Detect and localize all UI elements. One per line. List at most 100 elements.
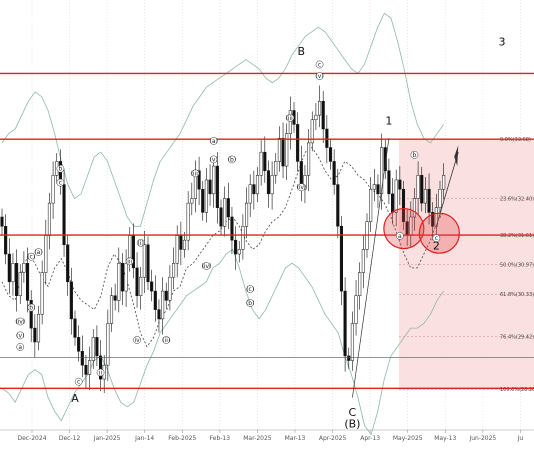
candle-body bbox=[369, 188, 373, 222]
candle-body bbox=[387, 170, 391, 195]
candle-body bbox=[47, 202, 52, 236]
wave-label-circle bbox=[16, 317, 25, 326]
candle-body bbox=[117, 263, 121, 301]
candle-body bbox=[285, 133, 289, 167]
wave-label-circle bbox=[96, 368, 105, 377]
wave-label-circle bbox=[34, 248, 43, 256]
wave-label: 2 bbox=[433, 239, 440, 252]
candle-body bbox=[201, 188, 205, 213]
wave-label: (a) bbox=[210, 138, 218, 145]
candle-body bbox=[376, 184, 380, 195]
x-tick-label: Feb-13 bbox=[210, 435, 231, 442]
candle-body bbox=[142, 244, 146, 278]
wave-label-circle bbox=[27, 303, 36, 312]
wave-label: B bbox=[298, 45, 306, 58]
candle-body bbox=[215, 165, 219, 208]
wave-label-circle bbox=[396, 231, 404, 240]
candle-body bbox=[18, 272, 22, 296]
wave-label: c bbox=[435, 235, 438, 242]
candle-body bbox=[245, 202, 249, 227]
candle-body bbox=[7, 253, 11, 283]
wave-label: c bbox=[318, 62, 321, 69]
wave-label-circle bbox=[125, 257, 134, 266]
x-tick-label: Feb-2025 bbox=[168, 435, 196, 442]
wave-label: a bbox=[18, 344, 22, 351]
candle-body bbox=[438, 188, 442, 208]
candle-body bbox=[175, 235, 179, 264]
candle-body bbox=[22, 263, 26, 273]
candle-body bbox=[383, 147, 387, 171]
candle-body bbox=[29, 300, 33, 329]
candle-body bbox=[161, 290, 165, 320]
wave-label: iv bbox=[134, 337, 140, 344]
candle-body bbox=[44, 235, 48, 273]
wave-label-circle bbox=[315, 60, 324, 69]
candle-body bbox=[336, 184, 340, 227]
x-tick-label: Jan-2025 bbox=[93, 435, 121, 442]
wave-label-circle bbox=[315, 72, 324, 80]
candle-body bbox=[84, 364, 88, 375]
x-tick-label: May-2025 bbox=[393, 435, 423, 442]
wave-label-circle bbox=[27, 252, 36, 261]
fib-level-label: 50.0%(30.97) bbox=[500, 262, 534, 268]
candle-body bbox=[263, 151, 267, 171]
candle-body bbox=[139, 276, 143, 296]
candle-body bbox=[412, 198, 416, 218]
wave-label: b bbox=[58, 166, 62, 173]
candle-body bbox=[11, 263, 15, 283]
candle-body bbox=[33, 327, 37, 343]
wave-label-circle bbox=[297, 183, 306, 192]
wave-label: ii bbox=[99, 369, 103, 376]
candle-body bbox=[270, 175, 274, 195]
candle-body bbox=[420, 175, 424, 204]
candle-body bbox=[431, 212, 435, 227]
candle-body bbox=[80, 351, 84, 366]
bollinger-band-layer bbox=[1, 12, 444, 436]
candle-body bbox=[157, 309, 161, 320]
wave-label-circle bbox=[228, 155, 236, 164]
candle-body bbox=[248, 184, 252, 204]
wave-label: a bbox=[398, 233, 402, 240]
candle-body bbox=[69, 281, 73, 320]
candle-body bbox=[288, 110, 292, 134]
fib-level-label: 23.6%(32.40) bbox=[500, 196, 534, 202]
x-tick-label: Apr-2025 bbox=[319, 435, 347, 442]
wave-label: C bbox=[349, 406, 357, 419]
chart-background-layer: 0.0%(33.68) 23.6%(32.40) 38.2%(31.61) 50.0%… bbox=[31, 0, 534, 430]
candle-body bbox=[442, 175, 446, 190]
candle-body bbox=[219, 207, 223, 227]
wave-label: (c) bbox=[27, 254, 35, 261]
candle-body bbox=[318, 100, 322, 116]
wave-label: (v) bbox=[315, 73, 323, 80]
wave-label: (c) bbox=[246, 286, 254, 293]
candle-body bbox=[204, 179, 208, 213]
candle-body bbox=[321, 100, 325, 130]
candle-body bbox=[310, 119, 314, 144]
candle-body bbox=[358, 272, 362, 296]
candle-body bbox=[255, 175, 260, 195]
wave-label-circle bbox=[16, 343, 25, 351]
wave-label: b bbox=[413, 152, 417, 159]
candle-body bbox=[234, 239, 238, 255]
candle-body bbox=[113, 295, 117, 301]
wave-label: (b) bbox=[246, 300, 255, 307]
bollinger-middle bbox=[1, 146, 444, 348]
candle-body bbox=[164, 290, 168, 301]
candle-body bbox=[226, 198, 230, 218]
wave-label: (v) bbox=[16, 332, 24, 339]
candle-body bbox=[77, 337, 81, 352]
wave-label: c bbox=[59, 180, 62, 187]
bollinger-upper bbox=[1, 12, 444, 227]
candle-body bbox=[266, 170, 270, 195]
x-tick-label: Ju bbox=[517, 435, 524, 442]
candle-body bbox=[339, 226, 343, 292]
wave-label: (iii) bbox=[191, 170, 201, 177]
wave-label-circle bbox=[16, 331, 25, 340]
fib-level-label: 38.2%(31.61) bbox=[500, 233, 534, 239]
x-tick-label: May-13 bbox=[434, 435, 456, 442]
candle-body bbox=[208, 179, 212, 195]
fib-level-label: 100.0%(28.28) bbox=[500, 387, 534, 393]
candle-body bbox=[88, 360, 92, 375]
candle-body bbox=[99, 355, 103, 380]
